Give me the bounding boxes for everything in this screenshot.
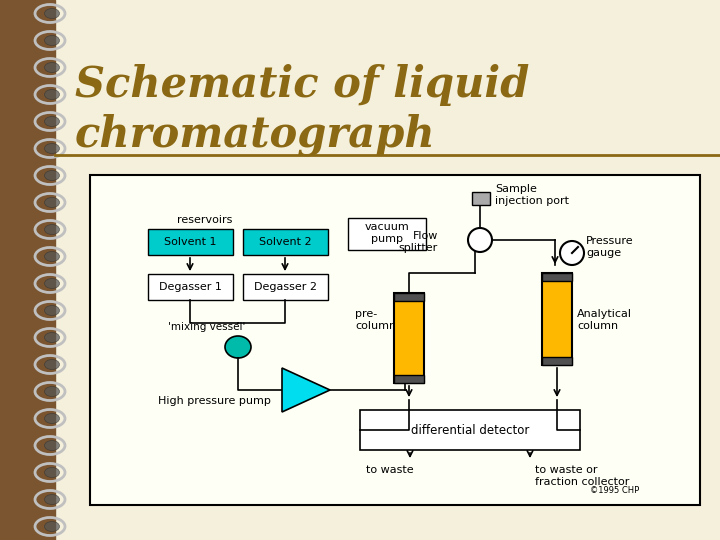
- Bar: [243, 274, 328, 300]
- Text: Sample
injection port: Sample injection port: [495, 184, 569, 206]
- Bar: [90, 175, 700, 505]
- Text: 'mixing vessel': 'mixing vessel': [168, 322, 246, 332]
- Polygon shape: [282, 368, 330, 412]
- Ellipse shape: [45, 414, 60, 423]
- Text: to waste or
fraction collector: to waste or fraction collector: [535, 465, 629, 487]
- Ellipse shape: [45, 198, 60, 207]
- Text: to waste: to waste: [366, 465, 414, 475]
- Text: Flow
splitter: Flow splitter: [399, 231, 438, 253]
- Ellipse shape: [45, 252, 60, 261]
- Text: ©1995 CHP: ©1995 CHP: [590, 486, 639, 495]
- Text: pre-
column: pre- column: [355, 309, 396, 331]
- Bar: [394, 293, 424, 301]
- Bar: [394, 375, 424, 383]
- Bar: [542, 357, 572, 365]
- Text: Analytical
column: Analytical column: [577, 309, 632, 331]
- Text: Degasser 1: Degasser 1: [158, 282, 222, 292]
- Ellipse shape: [45, 36, 60, 45]
- Bar: [472, 192, 490, 205]
- Ellipse shape: [45, 522, 60, 531]
- Ellipse shape: [45, 495, 60, 504]
- Bar: [542, 273, 572, 365]
- Bar: [348, 218, 426, 250]
- Bar: [394, 293, 424, 383]
- Text: reservoirs: reservoirs: [177, 215, 233, 225]
- Ellipse shape: [45, 63, 60, 72]
- Ellipse shape: [45, 117, 60, 126]
- Text: High pressure pump: High pressure pump: [158, 396, 271, 406]
- Ellipse shape: [225, 336, 251, 358]
- Bar: [243, 229, 328, 255]
- Ellipse shape: [45, 333, 60, 342]
- Text: Pressure
gauge: Pressure gauge: [586, 236, 634, 258]
- Text: Schematic of liquid: Schematic of liquid: [75, 64, 529, 106]
- Ellipse shape: [45, 468, 60, 477]
- Ellipse shape: [45, 144, 60, 153]
- Ellipse shape: [45, 171, 60, 180]
- Bar: [360, 410, 580, 450]
- Bar: [0, 0, 55, 540]
- Ellipse shape: [468, 228, 492, 252]
- Text: chromatograph: chromatograph: [75, 114, 436, 156]
- Text: Solvent 2: Solvent 2: [258, 237, 311, 247]
- Ellipse shape: [45, 441, 60, 450]
- Ellipse shape: [560, 241, 584, 265]
- Ellipse shape: [45, 387, 60, 396]
- Text: Solvent 1: Solvent 1: [163, 237, 216, 247]
- Ellipse shape: [45, 9, 60, 18]
- Ellipse shape: [45, 360, 60, 369]
- Text: differential detector: differential detector: [411, 423, 529, 436]
- Bar: [148, 274, 233, 300]
- Text: Degasser 2: Degasser 2: [253, 282, 317, 292]
- Ellipse shape: [45, 306, 60, 315]
- Text: vacuum
pump: vacuum pump: [364, 222, 410, 244]
- Ellipse shape: [45, 279, 60, 288]
- Bar: [542, 273, 572, 281]
- Ellipse shape: [45, 225, 60, 234]
- Ellipse shape: [45, 90, 60, 99]
- Bar: [148, 229, 233, 255]
